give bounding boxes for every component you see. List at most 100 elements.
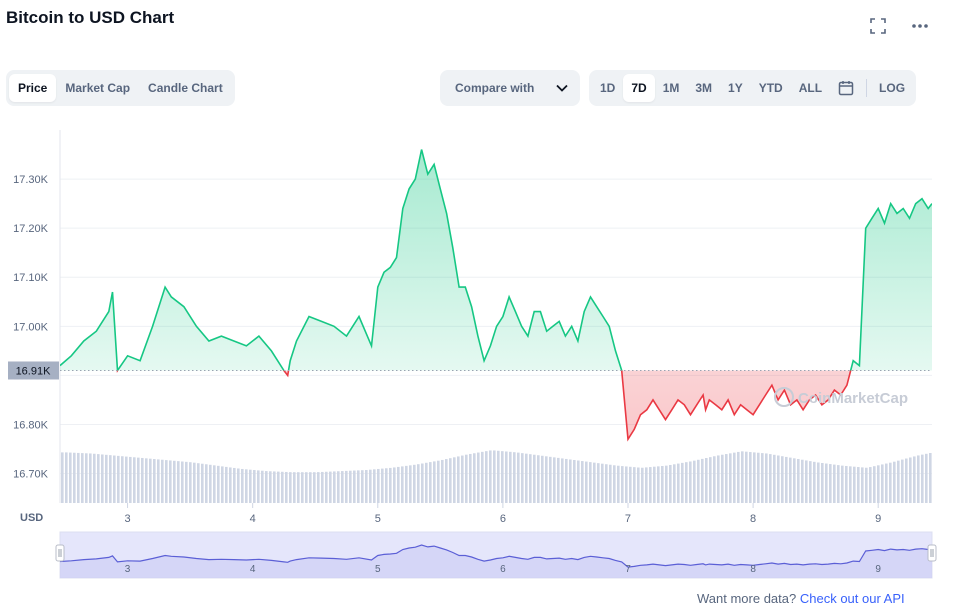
volume-bar [541, 455, 544, 503]
volume-bar [393, 467, 396, 503]
volume-bar [149, 458, 152, 503]
volume-bar [821, 463, 824, 503]
tab-candle-chart[interactable]: Candle Chart [148, 81, 223, 95]
volume-bar [325, 471, 328, 503]
volume-bar [341, 471, 344, 503]
volume-bar [661, 465, 664, 503]
calendar-icon[interactable] [830, 74, 862, 102]
volume-bar [129, 456, 132, 503]
compare-with-dropdown[interactable]: Compare with [440, 70, 580, 106]
x-tick-label: 7 [625, 513, 631, 525]
volume-bar [689, 461, 692, 503]
range-1y[interactable]: 1Y [728, 81, 743, 95]
volume-bar [501, 451, 504, 503]
fullscreen-icon[interactable] [868, 16, 888, 36]
more-icon[interactable] [910, 16, 930, 36]
volume-bar [509, 451, 512, 503]
chevron-down-icon [556, 81, 568, 95]
volume-bar [345, 470, 348, 503]
volume-bar [381, 468, 384, 503]
volume-bar [573, 459, 576, 503]
volume-bar [829, 464, 832, 503]
volume-bar [377, 468, 380, 503]
volume-bar [141, 457, 144, 503]
navigator-tick-label: 4 [250, 564, 256, 575]
volume-bar [885, 463, 888, 503]
navigator-tick-label: 6 [500, 564, 506, 575]
range-1m[interactable]: 1M [662, 81, 680, 95]
watermark: CoinMarketCap [774, 387, 908, 407]
navigator[interactable]: 3 4 5 6 7 8 9 [55, 531, 937, 579]
range-3m[interactable]: 3M [695, 81, 713, 95]
volume-bar [357, 470, 360, 503]
volume-bar [625, 466, 628, 503]
volume-bar [493, 450, 496, 503]
volume-bar [301, 472, 304, 503]
volume-bar [61, 452, 64, 503]
volume-bar [109, 455, 112, 503]
navigator-left-handle[interactable] [55, 544, 65, 562]
range-all[interactable]: ALL [798, 81, 823, 95]
y-tick-label: 17.10K [13, 272, 49, 284]
log-scale-toggle[interactable]: LOG [879, 81, 906, 95]
volume-bar [293, 472, 296, 503]
range-1d[interactable]: 1D [600, 81, 616, 95]
volume-bar [513, 452, 516, 503]
volume-bar [373, 469, 376, 503]
volume-bar [561, 458, 564, 503]
volume-bar [77, 452, 80, 503]
price-line-down [116, 370, 852, 442]
api-link[interactable]: Check out our API [799, 591, 905, 606]
x-tick-label: 6 [500, 513, 506, 525]
volume-bar [429, 462, 432, 503]
volume-bar [313, 472, 316, 503]
footer-text: Want more data? [697, 591, 800, 606]
volume-bar [401, 466, 404, 503]
volume-bar [733, 452, 736, 503]
volume-bar [389, 467, 392, 503]
volume-bar [241, 468, 244, 503]
compare-with-label: Compare with [455, 81, 535, 95]
volume-bar [245, 469, 248, 503]
volume-bar [681, 462, 684, 503]
volume-bar [717, 455, 720, 503]
volume-bar [333, 471, 336, 503]
baseline-label: 16.91K [16, 365, 52, 377]
volume-bar [177, 461, 180, 503]
volume-bar [805, 460, 808, 503]
range-ytd[interactable]: YTD [758, 81, 783, 95]
volume-bar [205, 464, 208, 503]
volume-bar [729, 453, 732, 503]
volume-bar [605, 464, 608, 503]
y-tick-label: 17.20K [13, 223, 49, 235]
volume-bar [277, 471, 280, 503]
price-area-down [60, 370, 932, 440]
volume-bar [225, 466, 228, 503]
volume-bar [153, 459, 156, 503]
volume-bar [269, 471, 272, 503]
volume-bar [785, 456, 788, 503]
volume-bar [529, 454, 532, 503]
volume-bar [865, 467, 868, 503]
range-7d[interactable]: 7D [623, 74, 655, 102]
volume-bar [737, 451, 740, 503]
volume-bar [465, 454, 468, 503]
volume-bar [713, 456, 716, 503]
volume-bar [481, 451, 484, 503]
volume-bar [421, 463, 424, 503]
volume-bar [609, 464, 612, 503]
volume-bar [433, 461, 436, 503]
volume-bar [841, 465, 844, 503]
x-tick-label: 4 [250, 513, 256, 525]
volume-bar [117, 455, 120, 503]
navigator-right-handle[interactable] [927, 544, 937, 562]
volume-bar [629, 466, 632, 503]
volume-bar [557, 457, 560, 503]
tab-price[interactable]: Price [9, 74, 57, 102]
volume-bar [909, 457, 912, 503]
volume-bar [473, 453, 476, 503]
tab-market-cap[interactable]: Market Cap [65, 81, 131, 95]
axes: USD 16.70K16.80K16.90K17.00K17.10K17.20K… [8, 174, 881, 525]
volume-bar [137, 457, 140, 503]
x-tick-label: 5 [375, 513, 381, 525]
